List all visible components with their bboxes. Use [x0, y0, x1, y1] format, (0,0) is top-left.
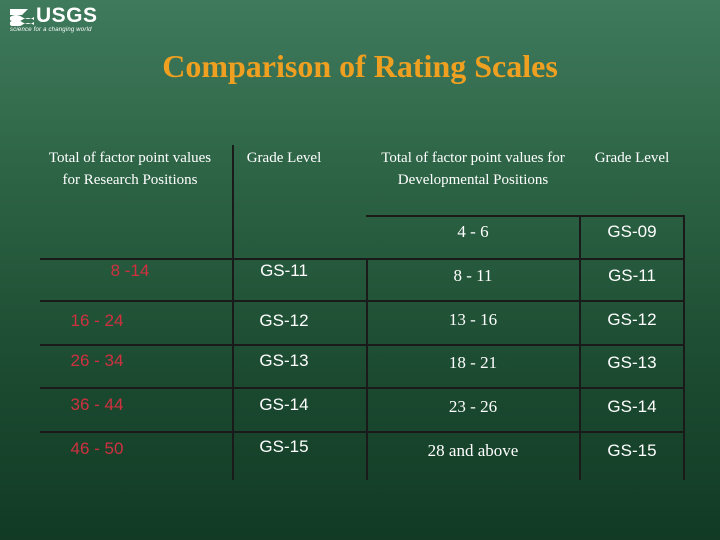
- research-grade-cell: GS-13: [259, 351, 309, 370]
- table-divider: [366, 215, 684, 217]
- table-divider: [40, 300, 684, 302]
- research-grade-cell: GS-12: [259, 311, 309, 330]
- research-points-cell: 36 - 44: [70, 395, 124, 414]
- usgs-logo-text: USGS: [36, 4, 98, 27]
- table-divider: [40, 258, 368, 260]
- table-divider: [683, 215, 685, 480]
- usgs-tagline: science for a changing world: [10, 27, 92, 33]
- page-title: Comparison of Rating Scales: [162, 48, 558, 84]
- dev-points-cell: 8 - 11: [453, 266, 493, 285]
- research-points-cell: 16 - 24: [70, 311, 124, 330]
- table-divider: [40, 387, 684, 389]
- research-grade-cell: GS-14: [259, 395, 309, 414]
- dev-points-cell: 4 - 6: [457, 222, 489, 241]
- table-divider: [579, 215, 581, 480]
- usgs-wave-icon: [10, 9, 34, 26]
- table-divider: [40, 344, 684, 346]
- dev-grade-cell: GS-13: [607, 353, 657, 372]
- research-grade-cell: GS-11: [260, 261, 308, 280]
- table-divider: [366, 258, 368, 480]
- dev-grade-cell: GS-15: [607, 441, 657, 460]
- dev-points-cell: 28 and above: [427, 441, 519, 460]
- dev-points-cell: 23 - 26: [448, 397, 498, 416]
- research-points-cell: 46 - 50: [70, 439, 124, 458]
- dev-grade-cell: GS-11: [608, 266, 656, 285]
- research-points-cell: 26 - 34: [70, 351, 124, 370]
- header-dev-grade: Grade Level: [594, 150, 670, 166]
- table-divider: [232, 145, 234, 480]
- header-dev-points: Total of factor point values for Develop…: [381, 150, 565, 188]
- header-research-points: Total of factor point values for Researc…: [48, 150, 212, 188]
- usgs-logo: USGS science for a changing world: [10, 4, 98, 33]
- table-divider: [366, 258, 684, 260]
- dev-points-cell: 18 - 21: [448, 353, 498, 372]
- dev-points-cell: 13 - 16: [448, 310, 498, 329]
- dev-grade-cell: GS-12: [607, 310, 657, 329]
- dev-grade-cell: GS-14: [607, 397, 657, 416]
- dev-grade-cell: GS-09: [607, 222, 657, 241]
- header-research-grade: Grade Level: [246, 150, 322, 166]
- research-grade-cell: GS-15: [259, 437, 309, 456]
- research-points-cell: 8 -14: [110, 261, 150, 280]
- table-divider: [40, 431, 684, 433]
